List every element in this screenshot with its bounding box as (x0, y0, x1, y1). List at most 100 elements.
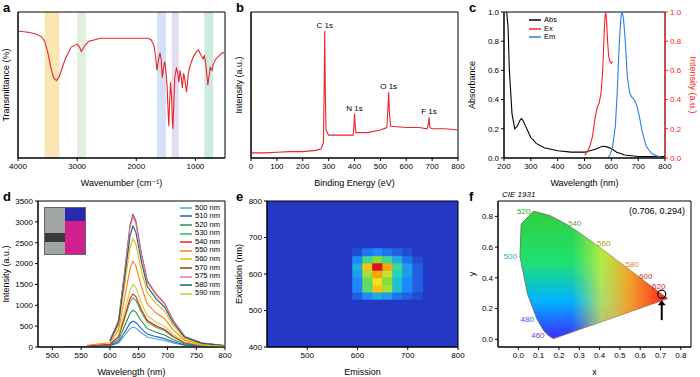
svg-text:0.4: 0.4 (482, 273, 494, 282)
svg-text:800: 800 (658, 162, 672, 171)
svg-text:N 1s: N 1s (346, 104, 362, 113)
svg-text:0.3: 0.3 (574, 350, 586, 359)
svg-text:700: 700 (401, 350, 415, 359)
svg-text:0.0: 0.0 (513, 350, 525, 359)
svg-text:3000: 3000 (15, 217, 33, 226)
svg-text:Intensity (a.u.): Intensity (a.u.) (688, 56, 698, 113)
svg-text:0.6: 0.6 (635, 350, 647, 359)
svg-text:1500: 1500 (15, 280, 33, 289)
svg-text:4000: 4000 (9, 162, 27, 171)
svg-text:0.1: 0.1 (533, 350, 545, 359)
svg-text:Binding Energy (eV): Binding Energy (eV) (314, 178, 395, 188)
svg-text:Wavelength (nm): Wavelength (nm) (550, 178, 618, 188)
svg-text:560: 560 (597, 239, 611, 248)
svg-text:0.0: 0.0 (482, 335, 494, 344)
svg-text:0.8: 0.8 (670, 37, 682, 46)
svg-text:0.6: 0.6 (670, 66, 682, 75)
svg-text:600: 600 (351, 350, 365, 359)
svg-text:0.8: 0.8 (488, 37, 500, 46)
svg-text:540: 540 (568, 219, 582, 228)
html-text:(0.706, 0.294): (0.706, 0.294) (629, 205, 685, 216)
svg-text:0.2: 0.2 (482, 304, 494, 313)
html-text:500 nm: 500 nm (195, 202, 220, 212)
svg-text:200: 200 (497, 162, 511, 171)
svg-text:0.2: 0.2 (553, 350, 565, 359)
svg-text:300: 300 (524, 162, 538, 171)
svg-text:2000: 2000 (127, 162, 145, 171)
svg-text:700: 700 (249, 233, 263, 242)
svg-text:480: 480 (521, 314, 535, 323)
svg-text:Intensity (a.u.): Intensity (a.u.) (1, 245, 11, 302)
svg-text:200: 200 (296, 162, 310, 171)
svg-text:500: 500 (46, 350, 60, 359)
svg-text:650: 650 (132, 350, 146, 359)
svg-text:1.0: 1.0 (488, 8, 500, 17)
svg-text:460: 460 (531, 330, 545, 339)
svg-text:700: 700 (161, 350, 175, 359)
svg-text:800: 800 (451, 350, 465, 359)
svg-text:100: 100 (270, 162, 284, 171)
svg-text:0.0: 0.0 (670, 154, 682, 163)
svg-text:400: 400 (348, 162, 362, 171)
svg-text:0.5: 0.5 (614, 350, 626, 359)
svg-text:Absorbance: Absorbance (467, 61, 477, 109)
svg-text:0.4: 0.4 (594, 350, 606, 359)
svg-text:Transmittance (%): Transmittance (%) (1, 48, 11, 121)
svg-text:300: 300 (322, 162, 336, 171)
html-text:Em: Em (544, 32, 556, 42)
svg-text:2000: 2000 (15, 259, 33, 268)
svg-text:1000: 1000 (15, 301, 33, 310)
svg-text:500: 500 (249, 306, 263, 315)
svg-text:600: 600 (249, 269, 263, 278)
svg-text:0.6: 0.6 (482, 242, 494, 251)
svg-text:0: 0 (29, 342, 34, 351)
html-text:510 nm: 510 nm (195, 211, 220, 221)
svg-text:500: 500 (301, 350, 315, 359)
svg-text:1000: 1000 (187, 162, 205, 171)
svg-text:0.8: 0.8 (482, 212, 494, 221)
svg-text:800: 800 (218, 350, 232, 359)
svg-text:800: 800 (249, 196, 263, 205)
svg-text:0.7: 0.7 (655, 350, 667, 359)
svg-text:Intensity (a.u.): Intensity (a.u.) (234, 56, 244, 113)
svg-text:Excitation (nm): Excitation (nm) (234, 243, 244, 303)
svg-text:0.0: 0.0 (488, 154, 500, 163)
svg-text:2500: 2500 (15, 238, 33, 247)
svg-text:580: 580 (625, 260, 639, 269)
svg-text:3000: 3000 (68, 162, 86, 171)
svg-text:0: 0 (249, 162, 254, 171)
svg-text:700: 700 (631, 162, 645, 171)
svg-text:O 1s: O 1s (380, 82, 397, 91)
svg-text:0.4: 0.4 (488, 95, 500, 104)
svg-text:Wavelength (nm): Wavelength (nm) (97, 367, 165, 377)
svg-text:500: 500 (578, 162, 592, 171)
svg-text:600: 600 (103, 350, 117, 359)
svg-text:0.2: 0.2 (488, 125, 500, 134)
svg-text:x: x (592, 367, 597, 377)
svg-text:0.4: 0.4 (670, 95, 682, 104)
svg-text:620: 620 (652, 281, 666, 290)
svg-text:Wavenumber (cm⁻¹): Wavenumber (cm⁻¹) (81, 178, 162, 188)
svg-text:F 1s: F 1s (421, 107, 437, 116)
svg-text:1.0: 1.0 (670, 8, 682, 17)
svg-text:y: y (467, 271, 477, 276)
svg-text:600: 600 (639, 272, 653, 281)
svg-text:500: 500 (504, 252, 518, 261)
svg-text:400: 400 (551, 162, 565, 171)
svg-text:C 1s: C 1s (317, 21, 333, 30)
svg-text:600: 600 (605, 162, 619, 171)
svg-text:500: 500 (20, 321, 34, 330)
svg-text:400: 400 (249, 342, 263, 351)
svg-text:700: 700 (425, 162, 439, 171)
svg-text:520: 520 (517, 207, 531, 216)
svg-text:0.8: 0.8 (675, 350, 687, 359)
svg-text:800: 800 (451, 162, 465, 171)
svg-text:550: 550 (74, 350, 88, 359)
svg-text:3500: 3500 (15, 196, 33, 205)
svg-text:0.2: 0.2 (670, 125, 682, 134)
svg-text:750: 750 (190, 350, 204, 359)
svg-text:500: 500 (374, 162, 388, 171)
svg-text:600: 600 (400, 162, 414, 171)
svg-text:0.6: 0.6 (488, 66, 500, 75)
svg-text:Emission: Emission (344, 367, 381, 377)
